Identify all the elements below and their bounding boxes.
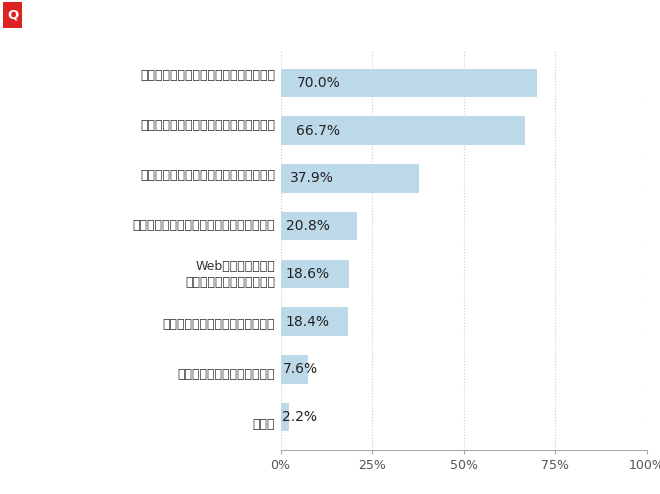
Text: Q: Q [7, 8, 18, 21]
Text: セキュリティがしっかりしている: セキュリティがしっかりしている [162, 318, 275, 331]
Text: 7.6%: 7.6% [283, 362, 318, 376]
Text: 18.6%: 18.6% [286, 267, 330, 281]
Bar [280, 69, 537, 97]
Text: 66.7%: 66.7% [296, 124, 341, 138]
Bar [280, 116, 525, 145]
Bar [3, 2, 22, 28]
Bar [280, 307, 348, 336]
Bar [280, 212, 356, 241]
Bar [280, 164, 419, 193]
Bar [280, 355, 308, 384]
Text: 20.8%: 20.8% [286, 219, 330, 233]
Text: 18.4%: 18.4% [286, 315, 329, 329]
Text: その他: その他 [252, 418, 275, 431]
Text: 70.0%: 70.0% [297, 76, 341, 90]
Text: 野村グループの銀行だから、安心できる: 野村グループの銀行だから、安心できる [140, 69, 275, 82]
Text: 振込手数料がおトクで、使い勝手がよい: 振込手数料がおトクで、使い勝手がよい [140, 168, 275, 182]
Text: 銀行の代理店として野村證券の店舗がある: 銀行の代理店として野村證券の店舗がある [133, 218, 275, 232]
Text: 2.2%: 2.2% [282, 410, 317, 424]
Text: 37.9%: 37.9% [290, 171, 334, 185]
Text: 野村證券の証券口座と一緒に使えて便利: 野村證券の証券口座と一緒に使えて便利 [140, 119, 275, 132]
Bar [280, 403, 288, 431]
Text: 野村信託銀行および野村ホームバンキングについて魅力を感じるものをお選び下さい。（複数回答可）: 野村信託銀行および野村ホームバンキングについて魅力を感じるものをお選び下さい。（… [25, 8, 370, 21]
Text: Webサイトの操作が
わかりやすく、使いやすい: Webサイトの操作が わかりやすく、使いやすい [185, 260, 275, 289]
Text: コールセンターの対応がよい: コールセンターの対応がよい [178, 368, 275, 381]
Bar [280, 259, 348, 288]
